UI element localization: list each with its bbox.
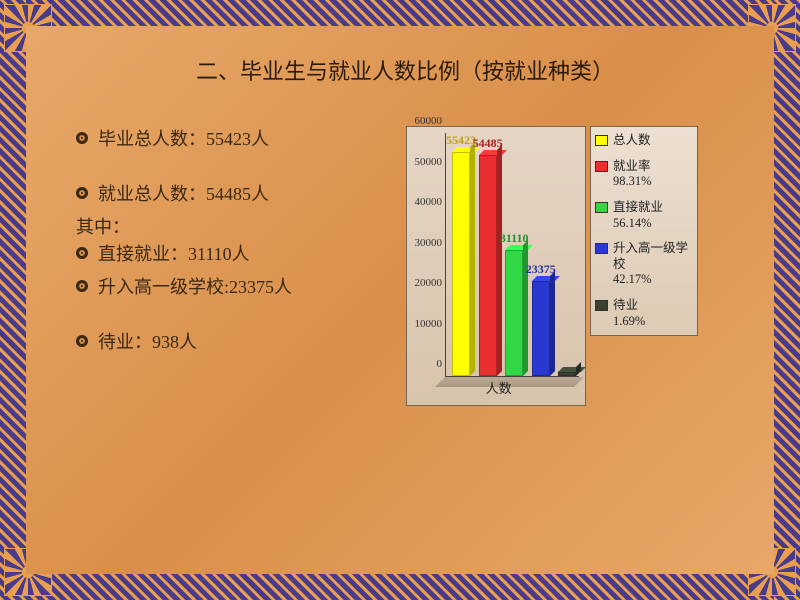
chart-bar (479, 155, 497, 376)
border-bottom (0, 574, 800, 600)
legend-swatch (595, 161, 608, 172)
bullet-icon (76, 187, 88, 199)
chart-plot: 0100002000030000400005000060000554235448… (445, 133, 579, 377)
chart-bar (558, 372, 576, 376)
list-item-text: 毕业总人数：55423人 (98, 126, 396, 153)
slide-title: 二、毕业生与就业人数比例（按就业种类） (76, 54, 734, 86)
bar-value-label: 55423 (446, 133, 476, 148)
bullet-list: 毕业总人数：55423人 就业总人数：54485人 其中： 直接就业：31110… (76, 126, 396, 406)
y-tick-label: 50000 (408, 156, 442, 168)
list-item-text: 升入高一级学校:23375人 (98, 274, 396, 301)
legend-swatch (595, 202, 608, 213)
y-tick-label: 60000 (408, 115, 442, 127)
y-tick-label: 0 (408, 358, 442, 370)
legend-label: 总人数 (613, 133, 693, 149)
bullet-icon (76, 280, 88, 292)
x-axis-label: 人数 (486, 378, 512, 397)
slide-body: 二、毕业生与就业人数比例（按就业种类） 毕业总人数：55423人 就业总人数：5… (26, 26, 774, 574)
list-item-text: 直接就业：31110人 (98, 241, 396, 268)
y-tick-label: 30000 (408, 237, 442, 249)
y-tick-label: 20000 (408, 277, 442, 289)
content-row: 毕业总人数：55423人 就业总人数：54485人 其中： 直接就业：31110… (76, 126, 734, 406)
legend-item: 待业1.69% (595, 298, 693, 329)
legend-swatch (595, 243, 608, 254)
list-item: 待业：938人 (76, 329, 396, 356)
chart-area: 0100002000030000400005000060000554235448… (406, 126, 734, 406)
chart-bar (452, 152, 470, 376)
chart-legend: 总人数就业率98.31% 直接就业56.14% 升入高一级学校42.17% 待业1.6… (590, 126, 698, 336)
list-item: 就业总人数：54485人 (76, 181, 396, 208)
legend-item: 总人数 (595, 133, 693, 149)
bar-value-label: 31110 (500, 231, 529, 246)
legend-item: 升入高一级学校42.17% (595, 241, 693, 288)
legend-label: 就业率98.31% (613, 159, 693, 190)
bar-chart: 0100002000030000400005000060000554235448… (406, 126, 586, 406)
legend-label: 升入高一级学校42.17% (613, 241, 693, 288)
legend-item: 直接就业56.14% (595, 200, 693, 231)
list-item: 直接就业：31110人 (76, 241, 396, 268)
list-item: 升入高一级学校:23375人 (76, 274, 396, 301)
legend-swatch (595, 135, 608, 146)
legend-swatch (595, 300, 608, 311)
legend-label: 直接就业56.14% (613, 200, 693, 231)
border-right (774, 0, 800, 600)
y-tick-label: 40000 (408, 196, 442, 208)
bullet-icon (76, 335, 88, 347)
legend-item: 就业率98.31% (595, 159, 693, 190)
bullet-icon (76, 247, 88, 259)
y-tick-label: 10000 (408, 318, 442, 330)
decorative-frame: 二、毕业生与就业人数比例（按就业种类） 毕业总人数：55423人 就业总人数：5… (0, 0, 800, 600)
bullet-icon (76, 132, 88, 144)
list-item-text: 待业：938人 (98, 329, 396, 356)
list-item: 毕业总人数：55423人 (76, 126, 396, 153)
border-top (0, 0, 800, 26)
chart-bar (532, 281, 550, 376)
bar-value-label: 54485 (473, 136, 503, 151)
chart-bar (505, 250, 523, 376)
list-subheader: 其中： (76, 214, 396, 241)
list-item-text: 就业总人数：54485人 (98, 181, 396, 208)
legend-label: 待业1.69% (613, 298, 693, 329)
bar-value-label: 23375 (526, 262, 556, 277)
border-left (0, 0, 26, 600)
